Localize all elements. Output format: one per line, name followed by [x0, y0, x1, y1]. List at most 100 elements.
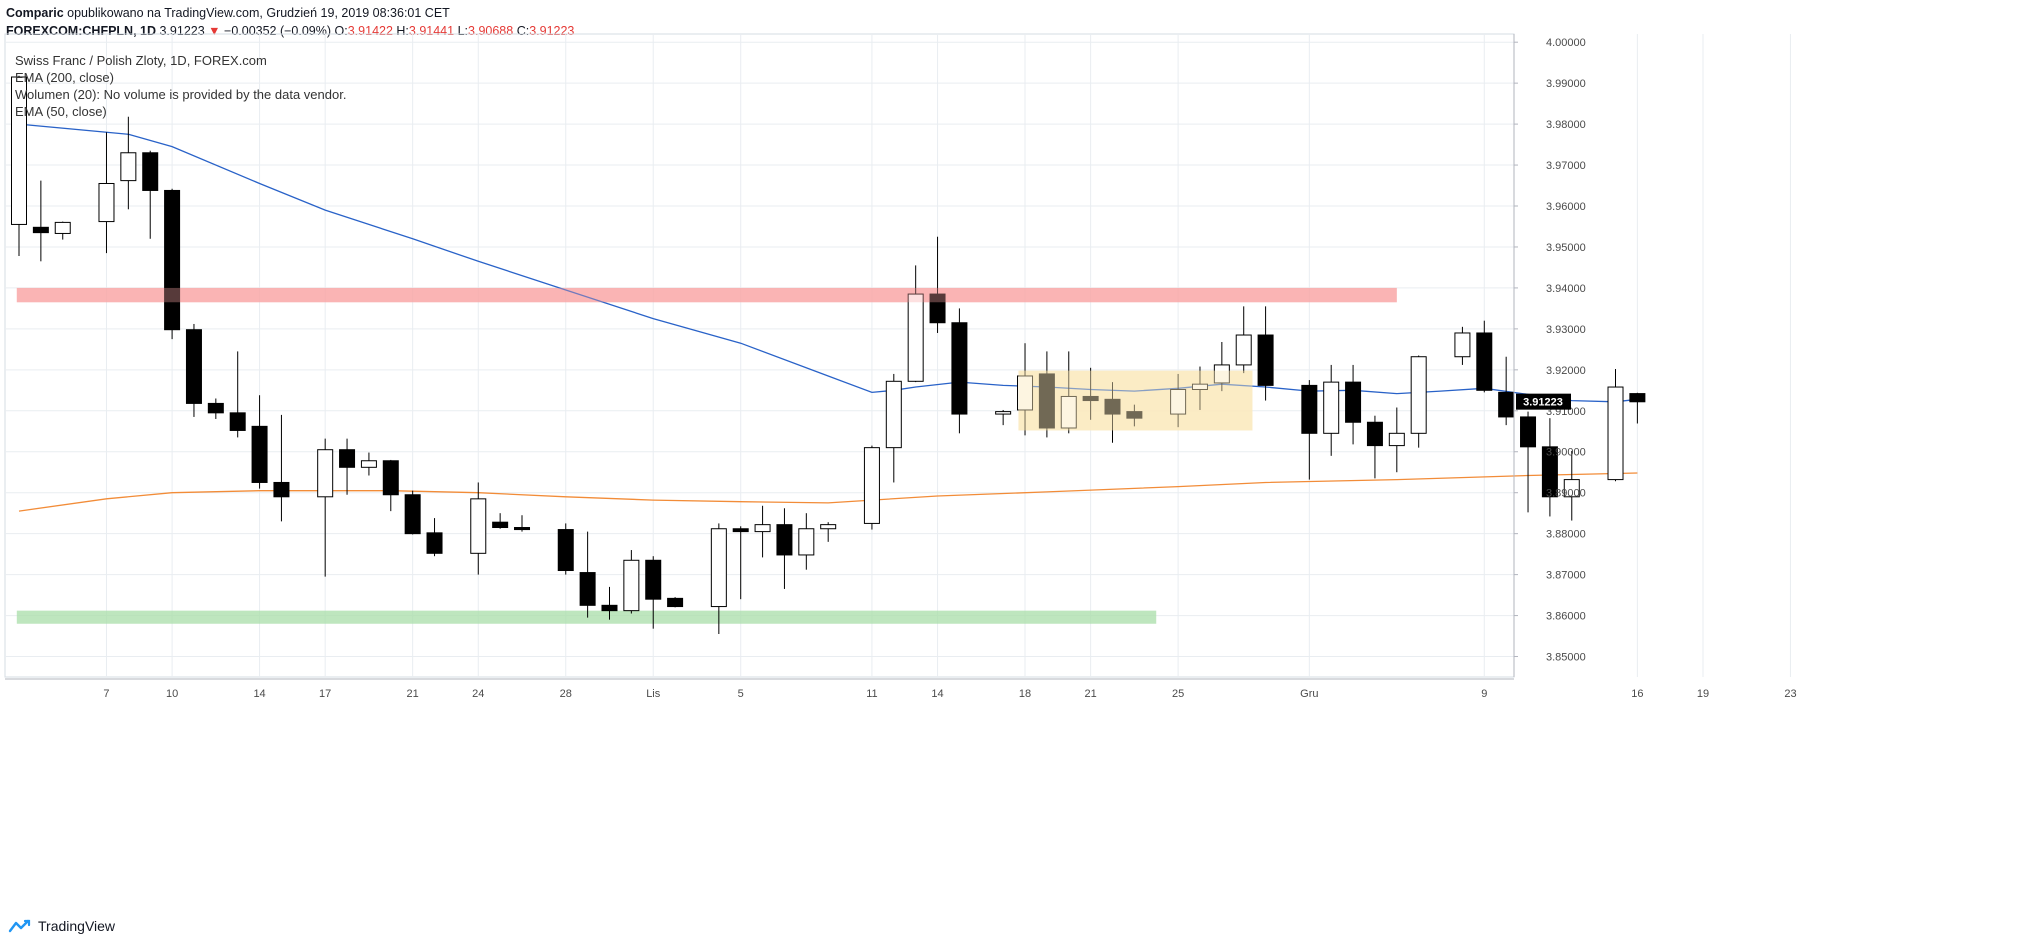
candle-up [1454, 332, 1471, 358]
y-tick-label: 3.86000 [1546, 611, 1586, 623]
x-tick-label: 21 [1085, 688, 1097, 700]
candle-down [229, 412, 246, 431]
y-tick-label: 3.89000 [1546, 488, 1586, 500]
last-price-tag [1516, 393, 1571, 410]
candle-up [820, 524, 837, 530]
candle-up [710, 528, 727, 608]
ema50-line [18, 123, 1638, 403]
candle-down [1345, 381, 1362, 423]
x-tick-label: Gru [1300, 688, 1318, 700]
legend-ema200[interactable]: EMA (200, close) [15, 70, 114, 85]
candle-down [557, 529, 574, 572]
zone-support [16, 610, 1157, 624]
header-line-1: Comparic opublikowano na TradingView.com… [6, 4, 574, 22]
candle-up [863, 447, 880, 524]
candle-down [732, 528, 749, 533]
candle-up [1213, 364, 1230, 384]
candle-down [404, 494, 421, 535]
x-tick-label: 5 [738, 688, 744, 700]
y-tick-label: 3.87000 [1546, 570, 1586, 582]
candle-up [1017, 375, 1034, 411]
candle-up [754, 524, 771, 533]
candle-down [1257, 334, 1274, 386]
candle-up [1607, 386, 1624, 481]
x-tick-label: 9 [1481, 688, 1487, 700]
candle-down [1082, 395, 1099, 402]
chart-zones [16, 287, 1397, 624]
zone-resistance-overlay [16, 287, 1397, 303]
candle-down [929, 293, 946, 324]
zone-range [1018, 370, 1253, 431]
candle-up [54, 221, 71, 234]
chart-grid [4, 33, 1791, 678]
y-tick-label: 4.00000 [1546, 37, 1586, 49]
brand-name[interactable]: TradingView [38, 918, 116, 934]
legend-ema50[interactable]: EMA (50, close) [15, 104, 107, 119]
candle-down [382, 460, 399, 496]
x-tick-label: 14 [253, 688, 265, 700]
candle-down [1476, 332, 1493, 391]
candle-up [1563, 479, 1580, 498]
zone-resistance [16, 287, 1397, 303]
plot-frame [4, 33, 1515, 678]
legend-title[interactable]: Swiss Franc / Polish Zloty, 1D, FOREX.co… [15, 53, 267, 68]
candle-down [1126, 411, 1143, 419]
y-tick-label: 3.92000 [1546, 365, 1586, 377]
last-price-tag-label: 3.91223 [1523, 397, 1563, 409]
candle-down [514, 527, 531, 531]
candle-up [1191, 383, 1208, 390]
candle-up [1170, 388, 1187, 415]
y-tick-label: 3.90000 [1546, 447, 1586, 459]
ema200-line [18, 472, 1638, 512]
candle-up [470, 498, 487, 554]
candle-down [426, 532, 443, 554]
x-tick-label: 7 [103, 688, 109, 700]
y-tick-label: 3.98000 [1546, 119, 1586, 131]
x-tick-label: 24 [472, 688, 484, 700]
x-tick-label: 21 [407, 688, 419, 700]
y-tick-label: 3.85000 [1546, 652, 1586, 664]
candle-down [185, 329, 202, 404]
chart-legend: Swiss Franc / Polish Zloty, 1D, FOREX.co… [15, 52, 346, 120]
candle-down [776, 524, 793, 556]
candle-up [1235, 334, 1252, 366]
y-tick-label: 3.88000 [1546, 529, 1586, 541]
candle-down [601, 604, 618, 612]
candle-up [798, 528, 815, 556]
candle-down [251, 425, 268, 483]
x-tick-label: 25 [1172, 688, 1184, 700]
candle-up [907, 293, 924, 382]
candle-up [98, 182, 115, 223]
candle-down [1366, 421, 1383, 447]
candle-down [1104, 398, 1121, 415]
candle-down [1629, 393, 1646, 403]
candle-down [951, 322, 968, 415]
x-tick-label: 11 [866, 688, 877, 700]
y-tick-label: 3.93000 [1546, 324, 1586, 336]
y-tick-label: 3.94000 [1546, 283, 1586, 295]
candle-down [1038, 373, 1055, 429]
candle-down [667, 597, 684, 608]
candle-up [995, 411, 1012, 415]
tradingview-logo-icon[interactable] [8, 919, 32, 933]
y-tick-label: 3.96000 [1546, 201, 1586, 213]
y-tick-label: 3.99000 [1546, 78, 1586, 90]
candle-up [623, 559, 640, 612]
candle-up [1410, 356, 1427, 434]
candle-up [1388, 432, 1405, 447]
candle-down [273, 481, 290, 498]
legend-volume[interactable]: Wolumen (20): No volume is provided by t… [15, 87, 347, 102]
x-tick-label: 10 [166, 688, 178, 700]
y-tick-label: 3.97000 [1546, 160, 1586, 172]
candle-down [32, 226, 49, 234]
x-tick-label: 18 [1019, 688, 1031, 700]
candle-down [164, 189, 181, 331]
author-name[interactable]: Comparic [6, 6, 64, 20]
candle-down [339, 449, 356, 468]
candle-up [120, 152, 137, 182]
x-tick-label: 23 [1784, 688, 1796, 700]
x-tick-label: 28 [560, 688, 572, 700]
publish-info: opublikowano na TradingView.com, Grudzie… [67, 6, 450, 20]
candle-down [645, 559, 662, 600]
